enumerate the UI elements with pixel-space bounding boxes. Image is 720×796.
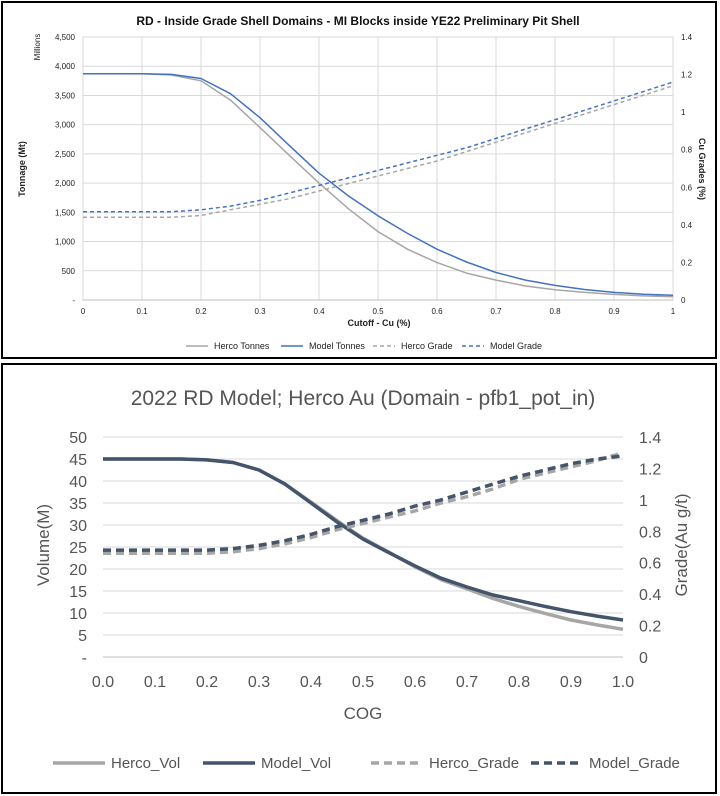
y-tick-label: - (72, 296, 75, 305)
x-tick-label: 0.2 (196, 674, 218, 691)
y-tick-label: 3,000 (55, 121, 76, 130)
y2-tick-label: 0.6 (639, 556, 661, 573)
y2-axis-title: Grade(Au g/t) (672, 494, 691, 597)
x-tick-label: 0.9 (608, 307, 620, 316)
y2-tick-label: 0.8 (639, 524, 661, 541)
y2-tick-label: 0.2 (681, 258, 693, 267)
series-line-herco-grade (83, 85, 674, 219)
y-tick-label: 20 (69, 562, 87, 579)
x-tick-label: 0.9 (560, 674, 582, 691)
x-tick-label: 0.8 (549, 307, 561, 316)
y-tick-label: 5 (78, 628, 87, 645)
x-tick-label: 0.1 (144, 674, 166, 691)
series-line-model-grade (103, 454, 624, 552)
chart-panel-top: RD - Inside Grade Shell Domains - MI Blo… (1, 1, 717, 359)
y-axis-title: Tonnage (Mt) (17, 141, 27, 197)
y-axis-units-label: Millions (33, 34, 42, 61)
legend-label: Model_Vol (261, 755, 331, 772)
y2-tick-label: 1.4 (639, 430, 661, 447)
y-tick-label: 1,000 (55, 238, 76, 247)
series-line-model-grade (83, 81, 674, 213)
x-tick-label: 1.0 (612, 674, 634, 691)
x-tick-label: 1 (671, 307, 676, 316)
y2-tick-label: 0.6 (681, 183, 693, 192)
x-tick-label: 0.3 (254, 307, 266, 316)
y-tick-label: 40 (69, 474, 87, 491)
y-tick-label: 1,500 (55, 208, 76, 217)
y-tick-label: 15 (69, 584, 87, 601)
x-tick-label: 0.6 (404, 674, 426, 691)
chart-title: 2022 RD Model; Herco Au (Domain - pfb1_p… (131, 387, 596, 410)
y-tick-label: 2,000 (55, 179, 76, 188)
y-tick-label: 25 (69, 540, 87, 557)
series-line-model-vol (103, 457, 624, 622)
x-tick-label: 0.5 (352, 674, 374, 691)
legend-label: Herco Grade (401, 341, 453, 351)
y2-tick-label: 0.4 (681, 221, 693, 230)
y2-tick-label: 1.2 (681, 71, 693, 80)
x-tick-label: 0.7 (456, 674, 478, 691)
y-tick-label: - (82, 650, 87, 667)
legend-label: Herco Tonnes (214, 341, 270, 351)
legend-label: Herco_Grade (429, 755, 519, 772)
x-tick-label: 0.8 (508, 674, 530, 691)
x-tick-label: 0.7 (490, 307, 502, 316)
y-tick-label: 4,500 (55, 33, 76, 42)
y2-tick-label: 1.4 (681, 33, 693, 42)
x-tick-label: 0.6 (431, 307, 443, 316)
y2-tick-label: 0 (681, 296, 686, 305)
legend-label: Model_Grade (589, 755, 680, 772)
chart-title: RD - Inside Grade Shell Domains - MI Blo… (136, 14, 579, 28)
series-line-model-tonnes (83, 73, 674, 297)
legend-label: Model Tonnes (309, 341, 365, 351)
y-tick-label: 35 (69, 496, 87, 513)
series-line-herco-tonnes (83, 73, 674, 298)
y-tick-label: 45 (69, 452, 87, 469)
x-tick-label: 0.0 (92, 674, 114, 691)
y2-tick-label: 1 (681, 108, 686, 117)
y-tick-label: 10 (69, 606, 87, 623)
y-axis-title: Volume(M) (34, 504, 53, 586)
x-axis-title: Cutoff - Cu (%) (348, 318, 411, 328)
y2-tick-label: 0.2 (639, 619, 661, 636)
y2-tick-label: 1 (639, 493, 648, 510)
y-tick-label: 2,500 (55, 150, 76, 159)
series-line-herco-vol (103, 457, 624, 632)
chart-panel-bottom: 2022 RD Model; Herco Au (Domain - pfb1_p… (1, 363, 717, 794)
x-tick-label: 0.4 (313, 307, 325, 316)
chart-top-svg: RD - Inside Grade Shell Domains - MI Blo… (17, 14, 707, 351)
legend-label: Model Grade (490, 341, 542, 351)
y-tick-label: 30 (69, 518, 87, 535)
y2-axis-title: Cu Grades (%) (697, 138, 707, 200)
legend-label: Herco_Vol (111, 755, 180, 772)
y2-tick-label: 0 (639, 650, 648, 667)
y-tick-label: 4,000 (55, 62, 76, 71)
y-tick-label: 3,500 (55, 91, 76, 100)
y-tick-label: 500 (62, 267, 76, 276)
y2-tick-label: 0.8 (681, 146, 693, 155)
series-line-herco-grade (103, 451, 624, 556)
y2-tick-label: 1.2 (639, 461, 661, 478)
x-tick-label: 0.3 (248, 674, 270, 691)
x-axis-title: COG (344, 704, 383, 723)
y-tick-label: 50 (69, 430, 87, 447)
x-tick-label: 0.4 (300, 674, 322, 691)
x-tick-label: 0.1 (136, 307, 148, 316)
chart-bottom-svg: 2022 RD Model; Herco Au (Domain - pfb1_p… (34, 387, 691, 772)
x-tick-label: 0 (81, 307, 86, 316)
x-tick-label: 0.2 (195, 307, 207, 316)
y2-tick-label: 0.4 (639, 587, 661, 604)
x-tick-label: 0.5 (372, 307, 384, 316)
